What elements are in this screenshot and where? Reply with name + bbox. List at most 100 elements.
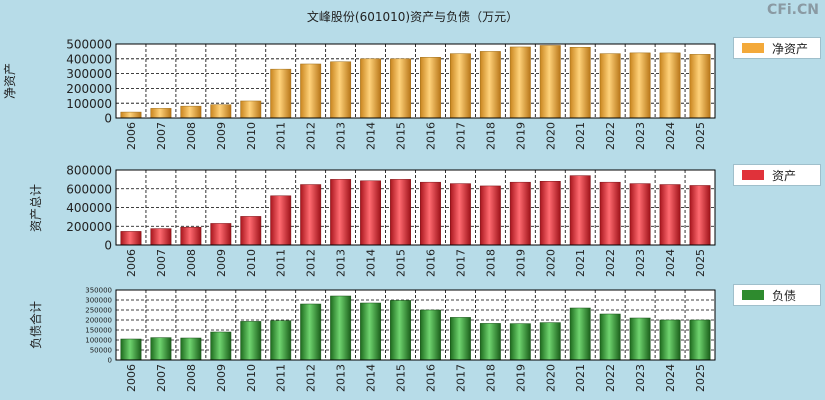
x-tick-label: 2006 bbox=[125, 364, 138, 392]
bar-2007 bbox=[150, 228, 172, 246]
bar-2011 bbox=[270, 320, 292, 361]
x-tick-label: 2015 bbox=[395, 364, 408, 392]
y-tick-label: 800000 bbox=[66, 164, 112, 178]
x-tick-label: 2007 bbox=[155, 364, 168, 392]
bar-2019 bbox=[509, 46, 531, 119]
x-tick-label: 2015 bbox=[395, 249, 408, 277]
x-tick-label: 2019 bbox=[514, 249, 527, 277]
bar-2016 bbox=[420, 57, 441, 119]
x-tick-label: 2007 bbox=[155, 122, 168, 150]
x-tick-label: 2017 bbox=[454, 122, 467, 150]
bar-2017 bbox=[449, 183, 471, 246]
bar-2010 bbox=[240, 100, 262, 119]
bar-2021 bbox=[569, 175, 591, 246]
x-tick-label: 2007 bbox=[155, 249, 168, 277]
x-tick-label: 2025 bbox=[694, 364, 707, 392]
y-tick-label: 0 bbox=[108, 357, 112, 365]
x-tick-label: 2013 bbox=[335, 249, 348, 277]
x-tick-label: 2021 bbox=[574, 249, 587, 277]
bar-2007 bbox=[150, 108, 172, 119]
x-tick-label: 2020 bbox=[544, 122, 557, 150]
legend-net-assets: 净资产 bbox=[733, 37, 821, 59]
y-tick-label: 400000 bbox=[66, 52, 112, 66]
bar-2007 bbox=[150, 337, 172, 361]
bar-2008 bbox=[180, 105, 202, 119]
bar-2012 bbox=[300, 63, 322, 119]
x-tick-label: 2010 bbox=[245, 364, 258, 392]
legend-label-net-assets: 净资产 bbox=[772, 41, 809, 56]
x-tick-label: 2006 bbox=[125, 122, 138, 150]
y-tick-label: 0 bbox=[104, 239, 112, 253]
plot-frame-2 bbox=[115, 289, 716, 361]
bar-2013 bbox=[330, 61, 352, 119]
bar-2025 bbox=[689, 319, 711, 361]
x-tick-label: 2014 bbox=[365, 364, 378, 392]
x-tick-label: 2014 bbox=[365, 122, 378, 150]
legend-label-liabilities: 负债 bbox=[772, 288, 797, 303]
y-axis-title: 资产总计 bbox=[29, 184, 43, 232]
y-tick-label: 200000 bbox=[66, 220, 112, 234]
chart-title: 文峰股份(601010)资产与负债（万元） bbox=[306, 10, 519, 24]
bar-2025 bbox=[689, 54, 711, 119]
legend-label-assets: 资产 bbox=[772, 168, 797, 183]
bar-2022 bbox=[599, 313, 621, 361]
x-tick-label: 2021 bbox=[574, 364, 587, 392]
bar-2022 bbox=[599, 53, 621, 119]
y-tick-label: 100000 bbox=[66, 97, 112, 111]
bar-2019 bbox=[509, 181, 531, 246]
x-tick-label: 2008 bbox=[185, 364, 198, 392]
bar-2018 bbox=[479, 51, 501, 119]
x-tick-label: 2018 bbox=[484, 364, 497, 392]
bar-2020 bbox=[539, 181, 561, 246]
x-tick-label: 2016 bbox=[424, 249, 437, 277]
y-tick-label: 200000 bbox=[85, 317, 112, 325]
legend-swatch-net-assets bbox=[742, 43, 764, 53]
legend-liabilities: 负债 bbox=[733, 284, 821, 306]
x-tick-label: 2016 bbox=[424, 364, 437, 392]
bar-2016 bbox=[420, 181, 441, 246]
plot-frame-0 bbox=[115, 43, 716, 119]
y-tick-label: 50000 bbox=[90, 347, 112, 355]
bar-2014 bbox=[360, 58, 382, 119]
y-tick-label: 350000 bbox=[85, 287, 112, 295]
x-tick-label: 2025 bbox=[694, 249, 707, 277]
x-tick-label: 2009 bbox=[215, 364, 228, 392]
x-tick-label: 2009 bbox=[215, 122, 228, 150]
x-tick-label: 2019 bbox=[514, 122, 527, 150]
x-tick-label: 2024 bbox=[664, 364, 677, 392]
x-tick-label: 2017 bbox=[454, 364, 467, 392]
x-tick-label: 2011 bbox=[275, 122, 288, 150]
x-tick-label: 2008 bbox=[185, 122, 198, 150]
y-tick-label: 600000 bbox=[66, 182, 112, 196]
x-tick-label: 2022 bbox=[604, 122, 617, 150]
x-tick-label: 2012 bbox=[305, 364, 318, 392]
bar-2010 bbox=[240, 321, 262, 361]
bar-2009 bbox=[210, 331, 232, 361]
x-tick-label: 2016 bbox=[424, 122, 437, 150]
bar-2019 bbox=[509, 323, 531, 361]
bar-2012 bbox=[300, 184, 322, 246]
bar-2022 bbox=[599, 181, 621, 246]
y-tick-label: 100000 bbox=[85, 337, 112, 345]
x-tick-label: 2025 bbox=[694, 122, 707, 150]
x-tick-label: 2008 bbox=[185, 249, 198, 277]
x-tick-label: 2019 bbox=[514, 364, 527, 392]
legend-assets: 资产 bbox=[733, 164, 821, 186]
x-tick-label: 2021 bbox=[574, 122, 587, 150]
x-tick-label: 2010 bbox=[245, 122, 258, 150]
x-tick-label: 2013 bbox=[335, 364, 348, 392]
bar-2017 bbox=[449, 53, 471, 119]
x-tick-label: 2015 bbox=[395, 122, 408, 150]
x-tick-label: 2018 bbox=[484, 122, 497, 150]
bar-2006 bbox=[120, 338, 142, 361]
bar-2010 bbox=[240, 216, 262, 246]
bar-2017 bbox=[449, 317, 471, 361]
bar-2023 bbox=[629, 317, 651, 361]
x-tick-label: 2024 bbox=[664, 249, 677, 277]
bar-2018 bbox=[479, 323, 501, 361]
x-tick-label: 2006 bbox=[125, 249, 138, 277]
bar-2023 bbox=[629, 52, 651, 119]
bar-2011 bbox=[270, 195, 292, 246]
bar-2016 bbox=[420, 309, 441, 361]
